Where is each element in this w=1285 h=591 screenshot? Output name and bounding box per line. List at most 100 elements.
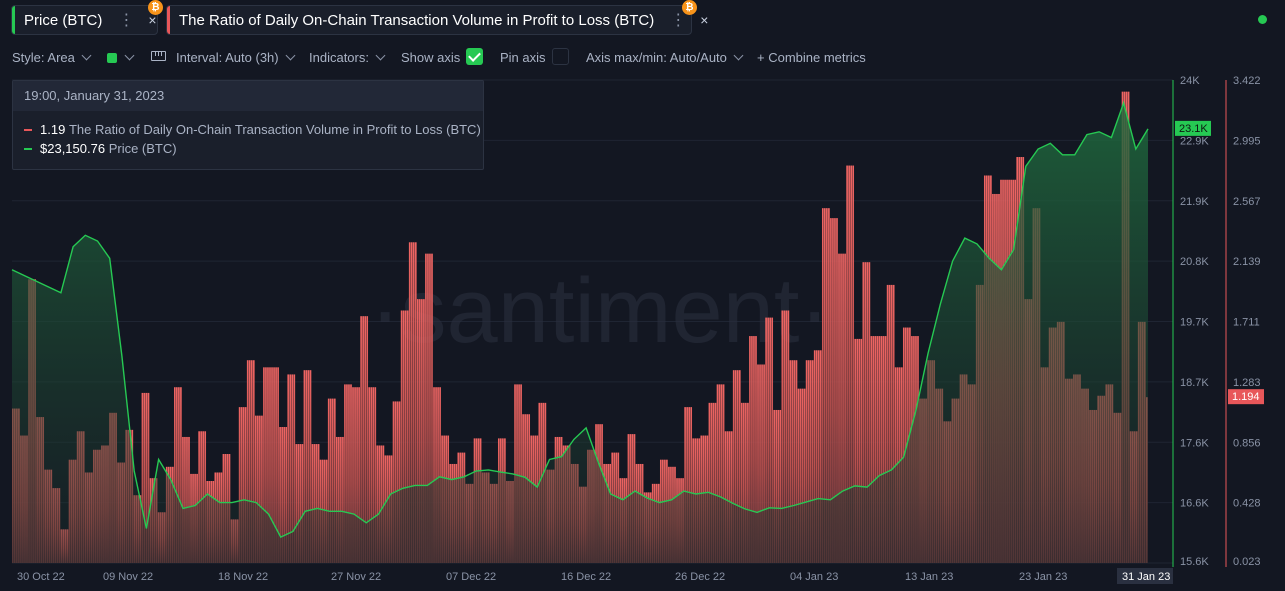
ratio-tick-label: 1.711 [1233, 317, 1260, 329]
ratio-bar [795, 360, 798, 563]
ratio-tick-label: 3.422 [1233, 75, 1261, 87]
ratio-bar [307, 370, 310, 563]
ratio-bar [394, 401, 397, 563]
ratio-bar [799, 388, 802, 563]
ratio-bar [259, 415, 261, 563]
more-vertical-icon[interactable]: ⋮ [670, 12, 687, 29]
ratio-bar [198, 431, 200, 563]
ratio-bar [884, 336, 887, 563]
hover-tooltip: 19:00, January 31, 2023 1.19 The Ratio o… [12, 80, 484, 170]
ratio-bar [419, 299, 421, 563]
ratio-bar [346, 384, 348, 563]
ratio-bar [354, 387, 356, 563]
ratio-bar [747, 402, 749, 563]
ratio-bar [356, 387, 358, 563]
interval-dropdown[interactable]: Interval: Auto (3h) [176, 50, 296, 65]
price-current-value: 23.1K [1179, 123, 1208, 135]
tab-label: The Ratio of Daily On-Chain Transaction … [179, 11, 655, 29]
ratio-bar [868, 262, 871, 563]
show-axis-checkbox[interactable] [466, 48, 483, 65]
ratio-bar [263, 367, 265, 563]
ratio-bar [335, 436, 338, 563]
ratio-bar [902, 327, 905, 563]
ratio-bar [860, 338, 863, 563]
ratio-tick-label: 1.283 [1233, 377, 1261, 389]
ratio-bar [708, 402, 711, 563]
ratio-bar [370, 387, 373, 563]
ratio-bar [866, 262, 869, 563]
ratio-bar [425, 253, 427, 563]
ratio-bar [745, 402, 747, 563]
ratio-bar [184, 436, 186, 563]
ratio-bar [366, 316, 369, 563]
ratio-bar [380, 445, 383, 563]
more-vertical-icon[interactable]: ⋮ [118, 12, 135, 29]
current-date-label: 31 Jan 23 [1122, 571, 1170, 583]
style-dropdown[interactable]: Style: Area [12, 50, 92, 65]
ratio-bar [844, 253, 846, 563]
ratio-bar [427, 253, 429, 563]
ratio-bar [807, 360, 810, 563]
tab-label: Price (BTC) [24, 11, 103, 29]
ratio-bar [514, 384, 516, 563]
ratio-bar [874, 336, 877, 563]
axis-minmax-label: Axis max/min: Auto/Auto [586, 50, 727, 65]
tooltip-row-price: $23,150.76 Price (BTC) [24, 141, 177, 156]
tooltip-row-ratio: 1.19 The Ratio of Daily On-Chain Transac… [24, 122, 481, 137]
ratio-bar [331, 398, 334, 563]
ratio-bar [870, 336, 873, 563]
ratio-bar [846, 165, 848, 564]
ratio-bar [781, 310, 784, 563]
ratio-bar [753, 336, 755, 563]
ratio-current-value: 1.194 [1232, 391, 1260, 403]
ratio-bar [730, 431, 733, 563]
ratio-bar [856, 338, 859, 563]
price-tick-label: 16.6K [1180, 498, 1209, 510]
ratio-bar [686, 407, 688, 563]
date-tick-label: 30 Oct 22 [17, 571, 65, 583]
tab-ratio-profit-loss[interactable]: The Ratio of Daily On-Chain Transaction … [166, 0, 708, 35]
color-swatch[interactable] [107, 53, 117, 63]
ratio-bar [342, 436, 344, 563]
ratio-bar [722, 384, 725, 563]
pin-axis-checkbox[interactable] [552, 48, 569, 65]
ratio-bar [182, 436, 184, 563]
ratio-bar [710, 402, 713, 563]
ratio-bar [242, 407, 245, 563]
ratio-bar [265, 367, 267, 563]
ratio-bar [830, 218, 832, 563]
price-axis-ticks: 24K 22.9K 21.9K 20.8K 19.7K 18.7K 17.6K 16.6K 15… [1180, 75, 1209, 568]
date-tick-label: 27 Nov 22 [331, 571, 381, 583]
ratio-bar [759, 364, 761, 563]
ratio-bar [726, 431, 729, 563]
price-tick-label: 21.9K [1180, 196, 1209, 208]
ratio-bar [408, 242, 411, 563]
ratio-bar [793, 360, 796, 563]
ratio-bar [749, 336, 751, 563]
tab-color-stripe [167, 6, 170, 34]
ratio-bar [815, 350, 818, 563]
ratio-bar [433, 387, 435, 563]
combine-metrics-button[interactable]: + Combine metrics [757, 50, 866, 65]
ratio-bar [720, 384, 723, 563]
ratio-bar [832, 218, 834, 563]
ratio-bar [303, 370, 306, 563]
ratio-bar [188, 436, 190, 563]
interval-label: Interval: Auto (3h) [176, 50, 279, 65]
ratio-bar [406, 310, 409, 563]
price-current-badge [1175, 120, 1211, 136]
ratio-bar [905, 327, 907, 563]
ratio-bar [301, 444, 304, 563]
ratio-bar [850, 165, 852, 564]
close-icon[interactable]: × [148, 12, 157, 28]
close-icon[interactable]: × [700, 12, 709, 28]
ratio-bar [398, 401, 401, 563]
ratio-bar [309, 370, 312, 563]
ratio-bar [878, 336, 881, 563]
ratio-tick-label: 0.023 [1233, 556, 1261, 568]
tab-price-btc[interactable]: Price (BTC) ⋮ × ₿ [11, 0, 163, 35]
axis-minmax-dropdown[interactable]: Axis max/min: Auto/Auto [586, 50, 744, 65]
indicators-dropdown[interactable]: Indicators: [309, 50, 386, 65]
ratio-bar [352, 387, 354, 563]
